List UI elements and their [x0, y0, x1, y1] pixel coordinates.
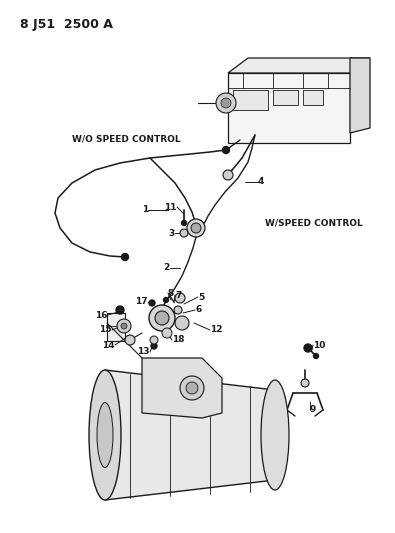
Ellipse shape — [97, 402, 113, 467]
Text: 4: 4 — [258, 177, 264, 187]
Polygon shape — [228, 58, 370, 73]
Text: 11: 11 — [164, 203, 177, 212]
Circle shape — [314, 353, 318, 359]
Bar — [273, 90, 298, 105]
Circle shape — [191, 223, 201, 233]
Bar — [107, 313, 125, 341]
Text: 9: 9 — [310, 406, 316, 415]
Circle shape — [164, 297, 169, 303]
Circle shape — [149, 300, 155, 306]
Circle shape — [225, 172, 231, 178]
Circle shape — [186, 382, 198, 394]
Text: W/SPEED CONTROL: W/SPEED CONTROL — [265, 218, 363, 227]
Text: 15: 15 — [100, 326, 112, 335]
Text: 6: 6 — [195, 305, 201, 314]
Circle shape — [151, 343, 157, 349]
Circle shape — [117, 319, 131, 333]
Circle shape — [221, 98, 231, 108]
Circle shape — [175, 293, 185, 303]
Text: 14: 14 — [102, 341, 115, 350]
Circle shape — [301, 379, 309, 387]
Circle shape — [187, 219, 205, 237]
Text: 1: 1 — [142, 206, 148, 214]
Circle shape — [216, 93, 236, 113]
Text: W/O SPEED CONTROL: W/O SPEED CONTROL — [72, 135, 181, 144]
Text: 16: 16 — [96, 311, 108, 319]
Text: 5: 5 — [198, 293, 204, 302]
Polygon shape — [142, 358, 222, 418]
Circle shape — [175, 316, 189, 330]
Text: 3: 3 — [169, 229, 175, 238]
Circle shape — [180, 376, 204, 400]
Ellipse shape — [89, 370, 121, 500]
Circle shape — [162, 328, 172, 338]
Circle shape — [125, 335, 135, 345]
Bar — [303, 90, 323, 105]
Circle shape — [122, 254, 128, 261]
Circle shape — [194, 224, 201, 231]
Ellipse shape — [261, 380, 289, 490]
Text: 18: 18 — [172, 335, 184, 344]
Circle shape — [155, 311, 169, 325]
Bar — [233, 90, 268, 110]
Circle shape — [304, 344, 312, 352]
Circle shape — [223, 170, 233, 180]
Circle shape — [116, 306, 124, 314]
Circle shape — [181, 221, 186, 225]
Text: 7: 7 — [175, 290, 181, 300]
Polygon shape — [350, 58, 370, 133]
Circle shape — [180, 229, 188, 237]
Circle shape — [150, 336, 158, 344]
Text: 10: 10 — [313, 341, 325, 350]
Text: 13: 13 — [137, 348, 150, 357]
Text: 8: 8 — [168, 288, 174, 297]
Bar — [228, 73, 350, 143]
Text: 8 J51  2500 A: 8 J51 2500 A — [20, 18, 113, 31]
Circle shape — [149, 305, 175, 331]
Text: 17: 17 — [135, 297, 148, 306]
Circle shape — [121, 323, 127, 329]
Circle shape — [174, 306, 182, 314]
Circle shape — [222, 147, 229, 154]
Text: 12: 12 — [210, 326, 222, 335]
Text: 2: 2 — [164, 263, 170, 272]
Polygon shape — [105, 370, 275, 500]
